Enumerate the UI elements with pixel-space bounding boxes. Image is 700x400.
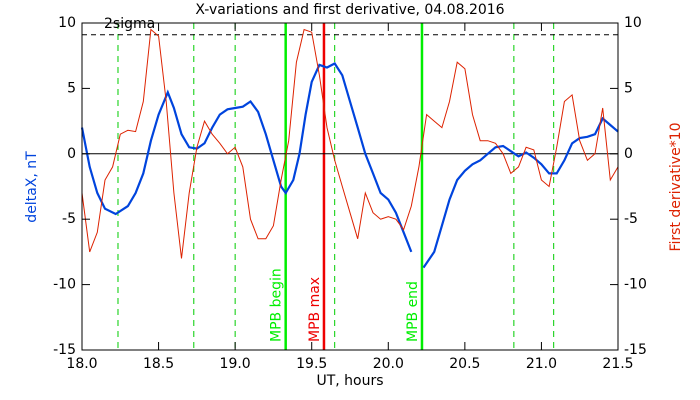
x-tick-label: 21.0 <box>526 356 557 372</box>
y2-tick-label: -10 <box>624 277 647 293</box>
y2-tick-label: 0 <box>624 146 633 162</box>
x-tick-label: 18.5 <box>143 356 174 372</box>
chart-title: X-variations and first derivative, 04.08… <box>195 2 504 18</box>
y2-tick-label: 10 <box>624 15 642 31</box>
data-line <box>80 62 619 269</box>
x-tick-label: 20.5 <box>449 356 480 372</box>
vertical-line-label: MPB max <box>307 277 323 342</box>
data-line <box>81 28 619 259</box>
y-tick-label: 0 <box>67 146 76 162</box>
y-tick-label: -15 <box>53 342 76 358</box>
y-tick-label: -5 <box>62 211 76 227</box>
plot-frame <box>81 22 619 351</box>
y2-tick-label: 5 <box>624 80 633 96</box>
y-tick-label: -10 <box>53 277 76 293</box>
y-tick-label: 10 <box>58 15 76 31</box>
x-tick-label: 19.0 <box>220 356 251 372</box>
reference-line-label: 2sigma <box>104 16 155 32</box>
y-axis-label: deltaX, nT <box>24 151 40 223</box>
x-tick-label: 20.0 <box>373 356 404 372</box>
x-tick-label: 21.5 <box>602 356 633 372</box>
y-tick-label: 5 <box>67 80 76 96</box>
y2-tick-label: -5 <box>624 211 638 227</box>
vertical-line-label: MPB end <box>405 281 421 342</box>
x-tick-label: 18.0 <box>66 356 97 372</box>
y2-axis-label: First derivative*10 <box>668 122 684 251</box>
x-axis-label: UT, hours <box>316 373 383 389</box>
vertical-line-label: MPB begin <box>269 268 285 342</box>
x-tick-label: 19.5 <box>296 356 327 372</box>
y2-tick-label: -15 <box>624 342 647 358</box>
